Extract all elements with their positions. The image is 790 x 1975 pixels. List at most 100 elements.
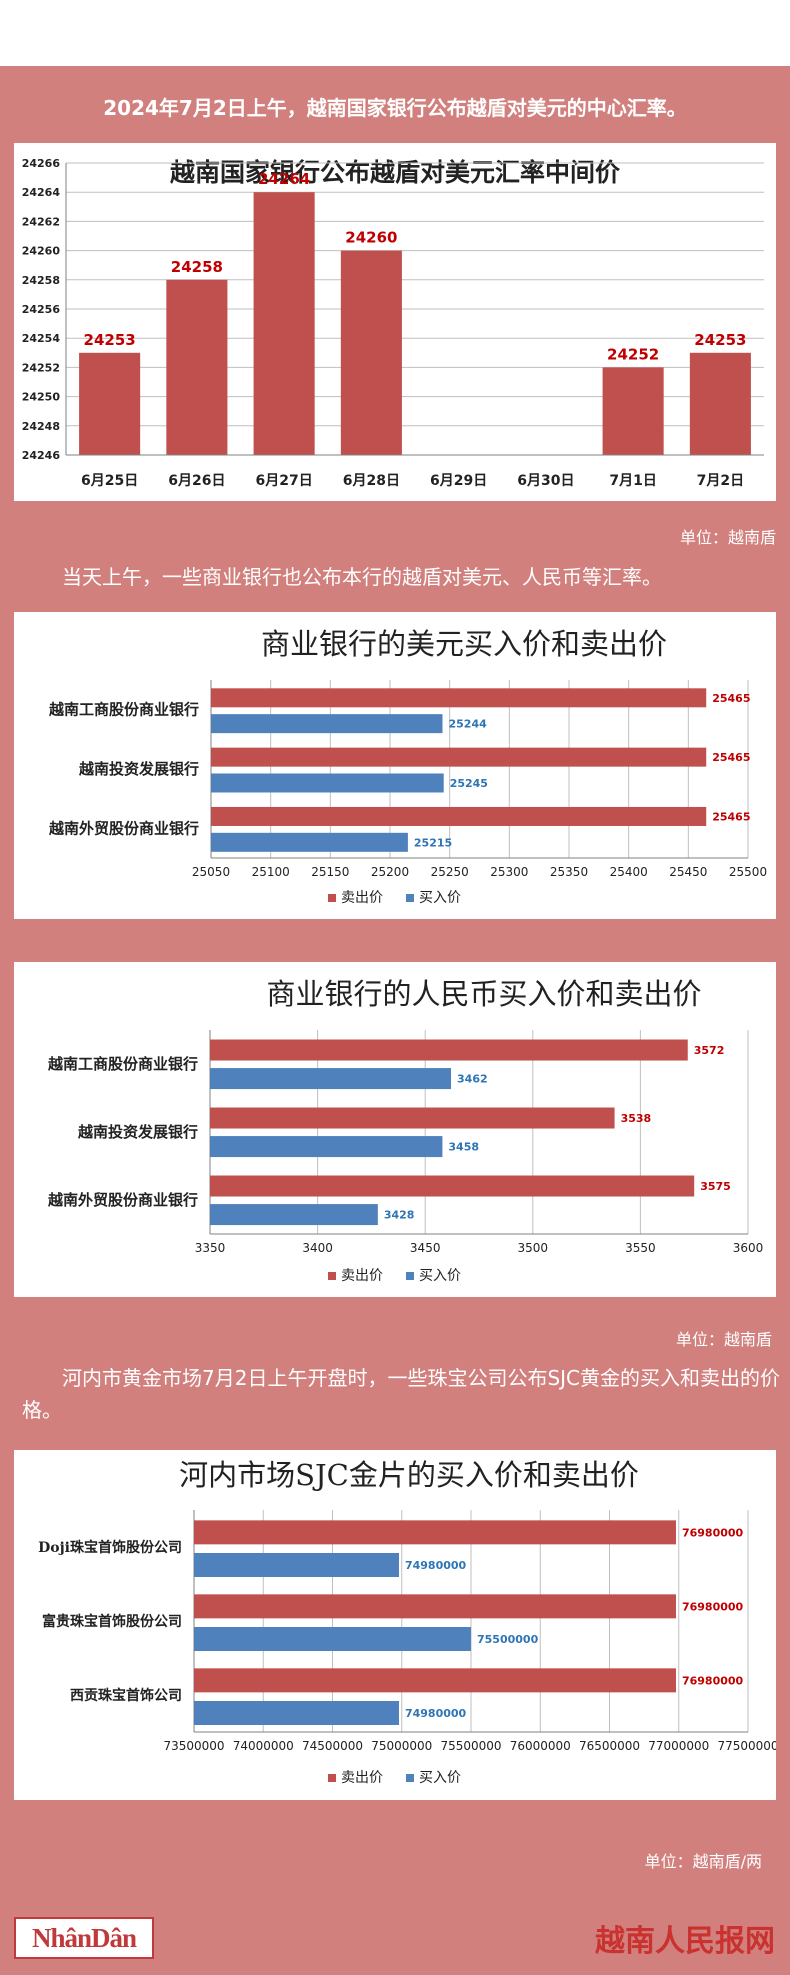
hchart-category-label: 越南外贸股份商业银行 (47, 1191, 198, 1209)
hchart-title: 河内市场SJC金片的买入价和卖出价 (179, 1458, 639, 1492)
hchart-data-label: 74980000 (405, 1707, 467, 1720)
chart1-xtick-label: 7月1日 (609, 473, 656, 489)
hchart-xtick-label: 25300 (490, 865, 528, 879)
unit-label-2: 单位：越南盾 (675, 1330, 772, 1349)
chart-usd-commercial-svg: 商业银行的美元买入价和卖出价 25050 25100 25150 25200 25250 2… (48, 627, 767, 906)
hchart-xtick-label: 3450 (410, 1241, 441, 1255)
chart1-data-label: 24258 (171, 258, 223, 276)
chart-central-rate-svg: 越南国家银行公布越盾对美元汇率中间价 24246 24248 24250 24252 24… (22, 157, 764, 489)
chart1-data-label: 24264 (258, 170, 310, 188)
hchart-xtick-label: 25150 (311, 865, 349, 879)
chart1-ytick-label: 24248 (22, 420, 60, 433)
chart1-xtick-label: 6月28日 (343, 473, 400, 489)
hchart-bar (194, 1594, 676, 1619)
chart1-title: 越南国家银行公布越盾对美元汇率中间价 (170, 158, 621, 187)
hchart-xtick-label: 75500000 (440, 1739, 501, 1753)
hchart-data-label: 3458 (448, 1141, 479, 1154)
hchart-xtick-label: 25200 (371, 865, 409, 879)
hchart-bar (211, 806, 707, 826)
hchart-xtick-label: 25500 (729, 865, 767, 879)
chart1-data-label: 24253 (84, 331, 136, 349)
hchart-data-label: 3575 (700, 1180, 731, 1193)
hchart-category-label: 越南外贸股份商业银行 (48, 819, 199, 837)
hchart-data-label: 3428 (384, 1209, 415, 1222)
hchart-bar (210, 1204, 378, 1226)
hchart-data-label: 25465 (712, 751, 750, 764)
hchart-data-label: 3538 (621, 1112, 652, 1125)
hchart-xtick-label: 75000000 (371, 1739, 432, 1753)
hchart-xtick-label: 74000000 (233, 1739, 294, 1753)
chart1-data-label: 24252 (607, 345, 659, 363)
hchart-xtick-label: 76500000 (579, 1739, 640, 1753)
chart1-ytick-label: 24250 (22, 391, 61, 404)
hchart-bar (211, 688, 707, 708)
hchart-category-label: 越南投资发展银行 (77, 1123, 198, 1141)
hchart-bar (211, 773, 444, 793)
hchart-xtick-label: 76000000 (510, 1739, 571, 1753)
chart1-bar (340, 250, 402, 455)
chart1-xtick-label: 6月26日 (168, 473, 225, 489)
chart1-ytick-label: 24246 (22, 449, 61, 462)
hchart-xtick-label: 3600 (733, 1241, 764, 1255)
hchart-legend-swatch (328, 1774, 336, 1782)
hchart-category-label: 西贡珠宝首饰公司 (70, 1687, 182, 1704)
chart1-data-label: 24260 (345, 229, 397, 247)
hchart-bar (194, 1701, 399, 1725)
footer-brand: 越南人民报网 (595, 1924, 775, 1959)
hchart-xtick-label: 25050 (192, 865, 230, 879)
hchart-bar (194, 1668, 676, 1693)
hchart-xtick-label: 3500 (518, 1241, 549, 1255)
hchart-data-label: 25244 (449, 718, 488, 731)
chart1-xtick-label: 6月29日 (430, 473, 487, 489)
hchart-category-label: 富贵珠宝首饰股份公司 (42, 1613, 182, 1630)
hchart-bar (210, 1136, 443, 1158)
hchart-xtick-label: 3550 (625, 1241, 656, 1255)
chart-usd-commercial: 商业银行的美元买入价和卖出价 25050 25100 25150 25200 25250 2… (14, 612, 776, 919)
hchart-data-label: 76980000 (682, 1526, 744, 1539)
chart1-xtick-label: 6月30日 (517, 473, 574, 489)
hchart-bar (210, 1068, 452, 1090)
nhandan-logo: NhânDân (14, 1917, 154, 1959)
hchart-data-label: 25245 (450, 777, 488, 790)
chart1-ytick-label: 24266 (22, 157, 61, 170)
chart1-ytick-label: 24256 (22, 303, 61, 316)
hchart-data-label: 25465 (712, 810, 750, 823)
hchart-xtick-label: 3350 (195, 1241, 226, 1255)
chart-cny-commercial-svg: 商业银行的人民币买入价和卖出价 3350 3400 3450 3500 3550 3600 越… (47, 977, 764, 1284)
chart1-data-label: 24253 (694, 331, 746, 349)
chart1-ytick-label: 24252 (22, 361, 60, 374)
hchart-xtick-label: 3400 (302, 1241, 333, 1255)
chart1-ytick-label: 24264 (22, 186, 61, 199)
hchart-bar (194, 1627, 471, 1651)
hchart-legend-label: 买入价 (419, 890, 461, 906)
chart1-bar (689, 352, 751, 455)
hchart-xtick-label: 25100 (252, 865, 290, 879)
hchart-xtick-label: 25400 (610, 865, 648, 879)
hchart-data-label: 25465 (712, 692, 750, 705)
chart1-ytick-label: 24260 (22, 245, 61, 258)
hchart-category-label: 越南工商股份商业银行 (48, 701, 199, 719)
hchart-xtick-label: 25450 (669, 865, 707, 879)
chart1-xtick-label: 6月27日 (256, 473, 313, 489)
hchart-data-label: 3462 (457, 1073, 488, 1086)
chart1-xtick-label: 7月2日 (697, 473, 744, 489)
hchart-legend-swatch (406, 1774, 414, 1782)
hchart-category-label: Doji珠宝首饰股份公司 (38, 1539, 182, 1556)
hchart-xtick-label: 77500000 (717, 1739, 776, 1753)
hchart-legend-label: 卖出价 (341, 1770, 383, 1786)
hchart-legend-label: 买入价 (419, 1268, 461, 1284)
intro-text-1: 2024年7月2日上午，越南国家银行公布越盾对美元的中心汇率。 (103, 96, 687, 120)
hchart-legend-swatch (406, 894, 414, 902)
hchart-bar (210, 1175, 695, 1197)
intro-text-3: 河内市黄金市场7月2日上午开盘时，一些珠宝公司公布SJC黄金的买入和卖出的价格。 (22, 1366, 781, 1422)
hchart-bar (211, 832, 408, 852)
hchart-legend-label: 卖出价 (341, 890, 383, 906)
hchart-data-label: 25215 (414, 836, 452, 849)
chart1-bar (602, 367, 664, 455)
hchart-bar (194, 1553, 399, 1577)
chart1-xtick-label: 6月25日 (81, 473, 138, 489)
chart-sjc-gold: 河内市场SJC金片的买入价和卖出价 73500000 74000000 7450000… (14, 1450, 776, 1800)
chart1-bar (79, 352, 141, 455)
chart1-ytick-label: 24262 (22, 215, 60, 228)
chart-cny-commercial: 商业银行的人民币买入价和卖出价 3350 3400 3450 3500 3550 3600 越… (14, 962, 776, 1297)
